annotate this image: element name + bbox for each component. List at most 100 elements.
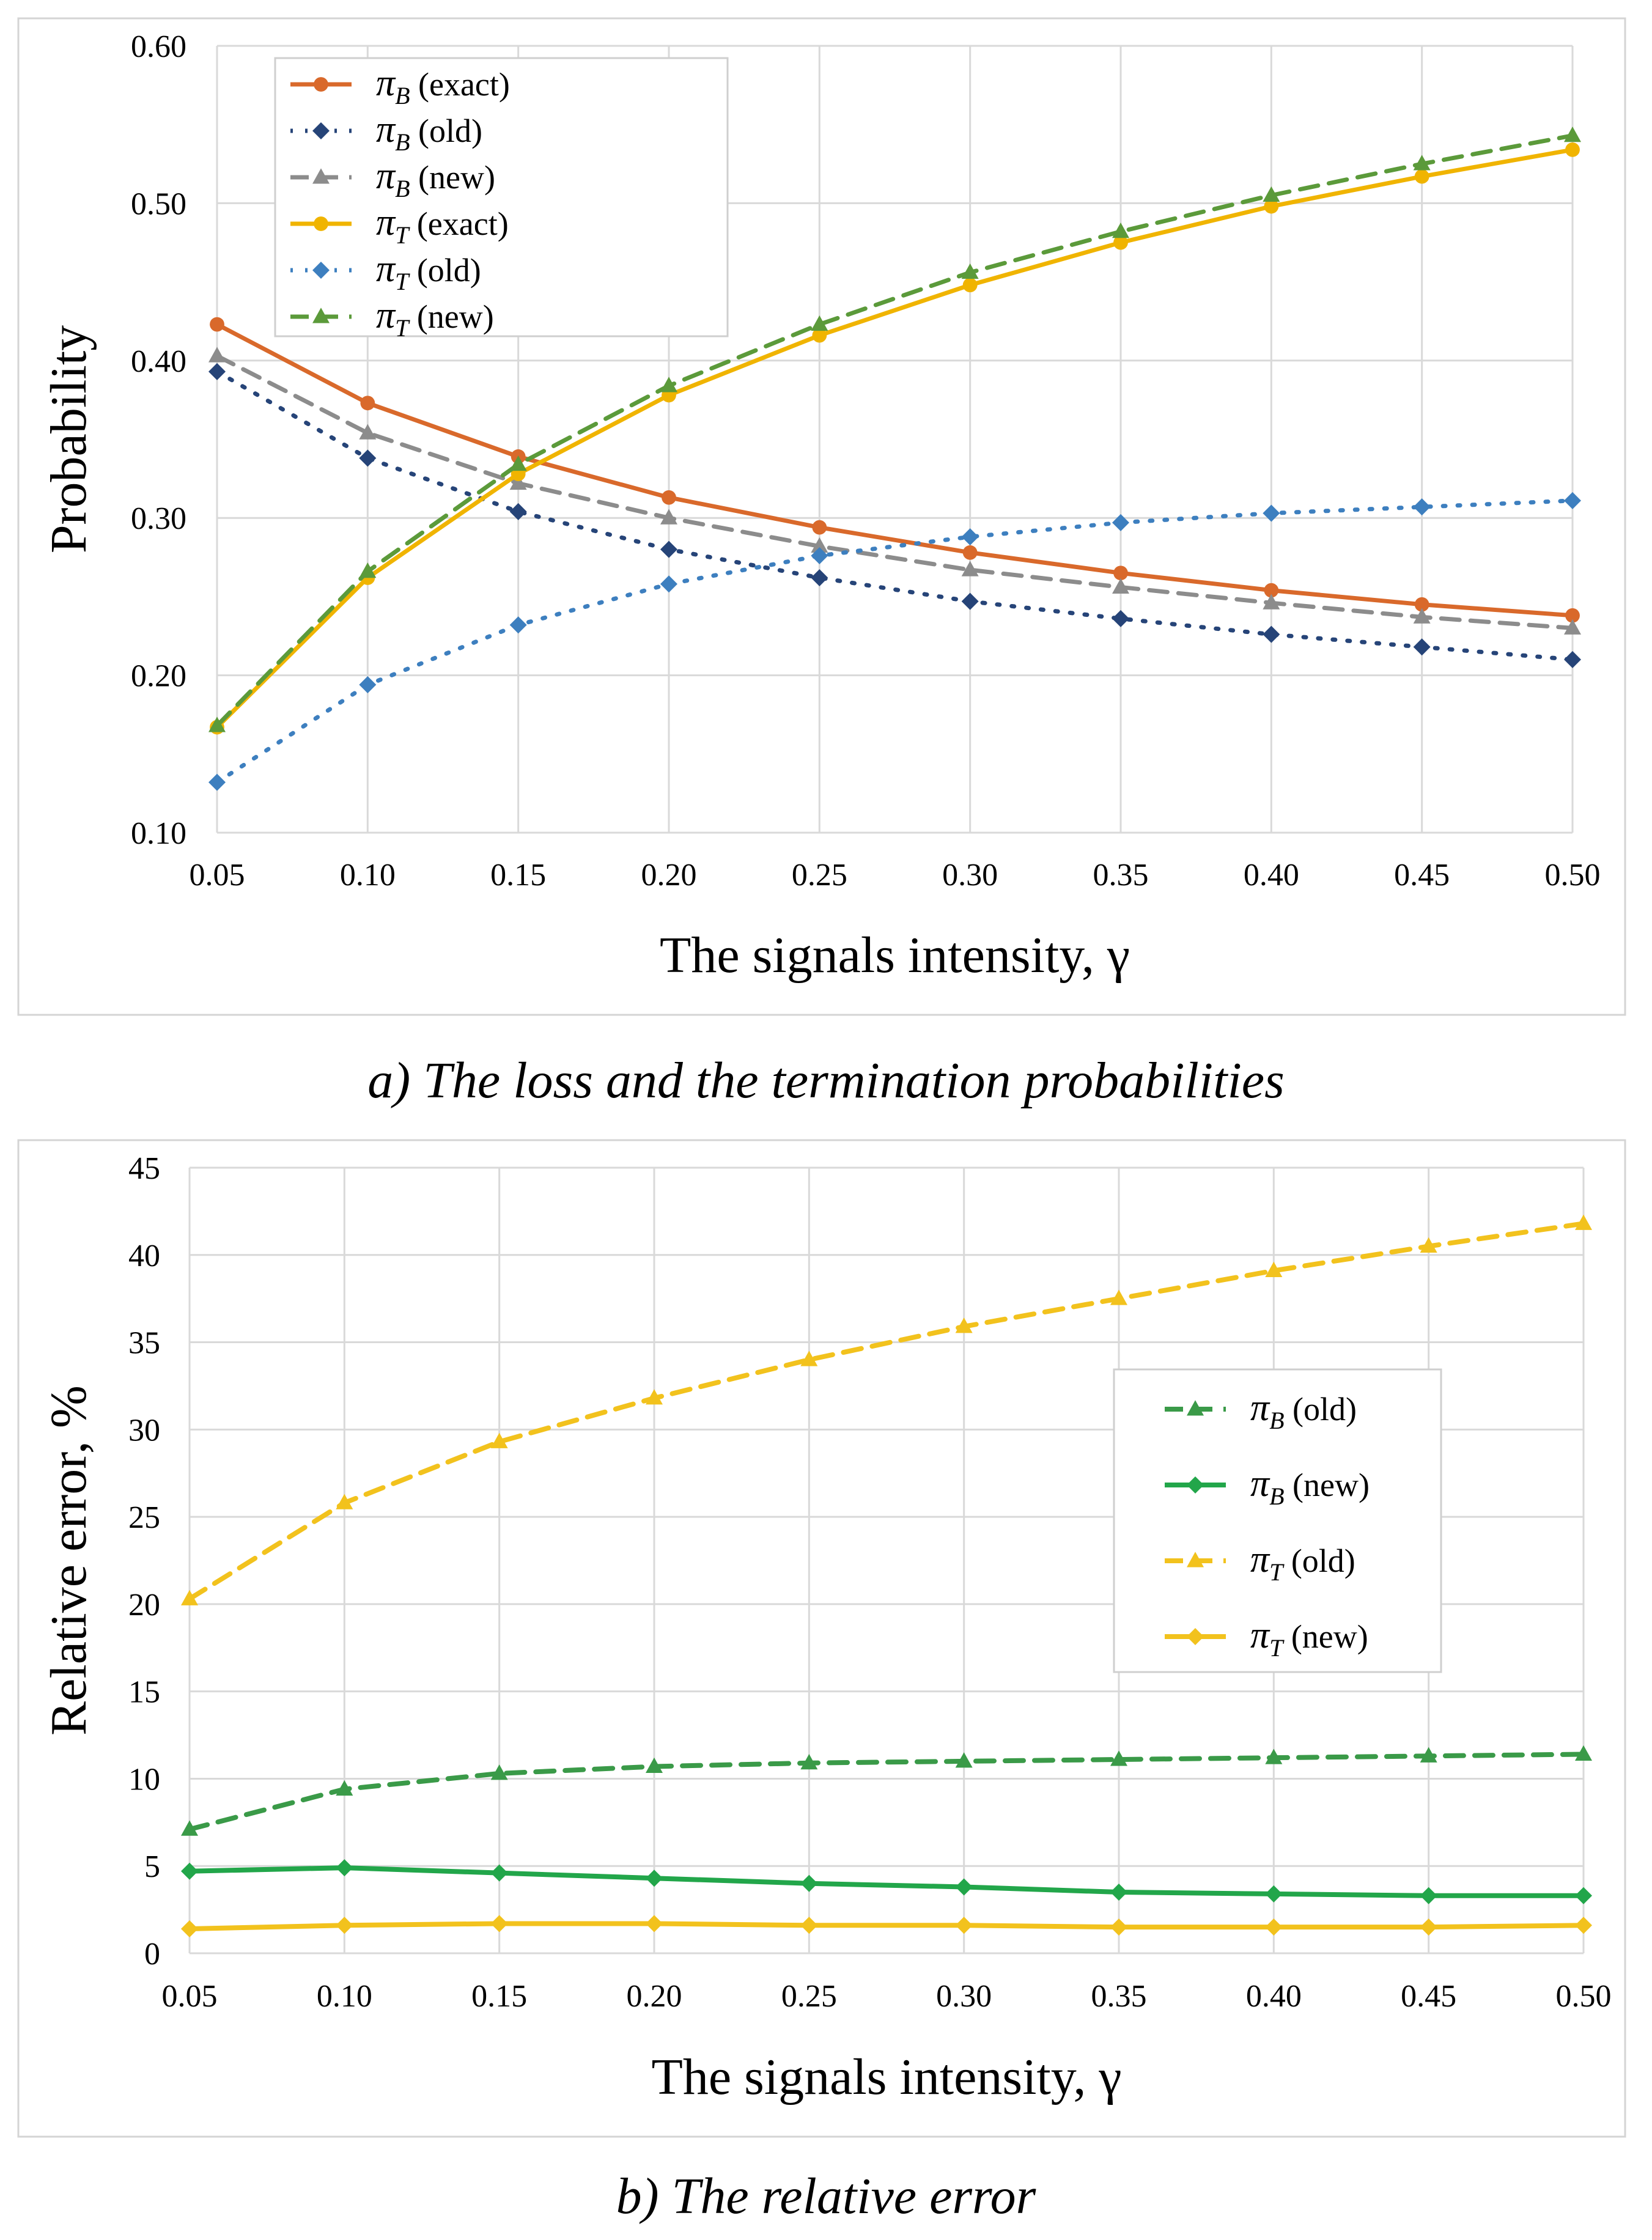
data-point: [1265, 1261, 1283, 1277]
chart-panel-a: 0.100.200.300.400.500.600.05 0.10 0.15 0.20…: [17, 17, 1626, 1016]
legend-label: πB (old): [1250, 1387, 1357, 1434]
data-point: [1565, 142, 1580, 157]
legend-subscript: B: [395, 175, 410, 202]
data-point: [208, 363, 226, 380]
data-point: [1110, 1289, 1127, 1305]
x-tick-label: 0.10: [340, 858, 396, 893]
legend-tag: (new): [1283, 1618, 1368, 1655]
data-point: [1110, 1750, 1127, 1766]
legend-item: πT (new): [1165, 1615, 1368, 1662]
series-B-exact: [210, 317, 1580, 623]
legend-tag: (old): [1285, 1391, 1357, 1428]
series-line: [187, 1752, 1586, 1832]
legend-item: πT (old): [1165, 1539, 1355, 1586]
legend-subscript: T: [395, 221, 410, 249]
legend-item: πT (old): [290, 248, 481, 295]
legend-tag: (old): [410, 112, 482, 149]
data-point: [800, 1754, 818, 1770]
x-tick-label: 0.25: [781, 1979, 837, 2014]
legend-item: πB (exact): [290, 62, 510, 109]
chart-panel-b: 0 5 10 15 20 25 30 35 40 45 0.05 0.10 0.15 0.20 0.25 0.…: [17, 1139, 1626, 2138]
x-tick-label: 0.50: [1545, 858, 1601, 893]
data-point: [812, 328, 827, 343]
data-point: [509, 503, 527, 520]
legend-marker: [312, 122, 330, 139]
data-point: [1112, 578, 1129, 594]
legend-label: πT (old): [376, 248, 481, 295]
figure-caption: a) The loss and the termination probabil…: [367, 1052, 1285, 1109]
data-point: [210, 317, 224, 332]
series-T-old: [208, 492, 1581, 791]
series-line: [215, 322, 1575, 618]
data-point: [336, 1780, 353, 1796]
data-point: [1264, 583, 1279, 598]
data-point: [181, 1590, 198, 1605]
data-point: [1414, 597, 1429, 612]
legend-box: [274, 57, 729, 337]
data-point: [359, 562, 377, 578]
x-tick-label: 0.35: [1091, 1979, 1147, 2014]
legend: πB (exact)πB (old)πB (new) πT (exact) πT (…: [274, 57, 729, 342]
data-point: [1110, 1884, 1127, 1901]
series-line: [215, 369, 1575, 662]
legend-tag: (new): [408, 298, 493, 335]
data-point: [336, 1859, 353, 1877]
data-point: [660, 377, 677, 392]
data-point: [961, 528, 979, 546]
y-tick-label: 0.40: [131, 344, 186, 379]
legend-tag: (old): [408, 252, 481, 289]
data-point: [490, 1432, 508, 1448]
series-T-new: [208, 127, 1581, 732]
data-point: [646, 1915, 663, 1932]
data-point: [1263, 504, 1280, 522]
data-point: [1413, 608, 1431, 624]
data-point: [1564, 619, 1581, 635]
x-tick-label: 0.40: [1246, 1979, 1302, 2014]
series-line: [215, 133, 1575, 728]
data-point: [955, 1752, 973, 1768]
legend-tag: (exact): [408, 205, 508, 242]
legend-subscript: B: [395, 128, 410, 156]
y-tick-label: 0: [144, 1937, 160, 1972]
data-point: [1113, 235, 1128, 250]
data-point: [1263, 186, 1280, 202]
x-tick-label: 0.20: [641, 858, 697, 893]
legend-item: πT (new): [290, 295, 494, 342]
data-point: [208, 347, 226, 363]
legend-symbol: π: [376, 248, 396, 290]
legend-item: πB (new): [1165, 1463, 1370, 1510]
legend-box: [1113, 1368, 1442, 1673]
series-B-old: [208, 363, 1581, 668]
data-point: [1413, 498, 1431, 516]
data-point: [336, 1917, 353, 1934]
data-point: [646, 1870, 663, 1887]
y-tick-label: 5: [144, 1849, 160, 1884]
series-T-new: [181, 1915, 1592, 1938]
legend-item: πB (new): [290, 155, 495, 202]
data-point: [662, 490, 676, 505]
data-point: [811, 569, 828, 587]
y-tick-label: 30: [128, 1413, 160, 1448]
data-point: [1575, 1214, 1592, 1230]
legend-tag: (exact): [410, 66, 510, 103]
x-tick-label: 0.45: [1394, 858, 1450, 893]
data-point: [490, 1764, 508, 1780]
legend-label: πB (exact): [376, 62, 510, 109]
data-point: [962, 545, 978, 560]
x-tick-label: 0.50: [1556, 1979, 1612, 2014]
x-tick-label: 0.05: [162, 1979, 218, 2014]
y-tick-label: 0.60: [131, 29, 186, 64]
data-point: [962, 278, 978, 293]
legend: πB (old) πB (new) πT (old) πT (new): [1113, 1368, 1442, 1673]
legend-item: πB (old): [290, 109, 482, 156]
data-point: [1413, 638, 1431, 656]
x-tick-label: 0.35: [1093, 858, 1149, 893]
data-point: [1113, 566, 1128, 581]
grid: [188, 1166, 1585, 1954]
y-axis-title: Relative error, %: [40, 1385, 97, 1736]
x-tick-label: 0.25: [792, 858, 847, 893]
legend-subscript: T: [1269, 1558, 1285, 1586]
y-tick-label: 0.10: [131, 816, 186, 851]
series-line: [187, 1921, 1586, 1932]
data-point: [336, 1494, 353, 1509]
